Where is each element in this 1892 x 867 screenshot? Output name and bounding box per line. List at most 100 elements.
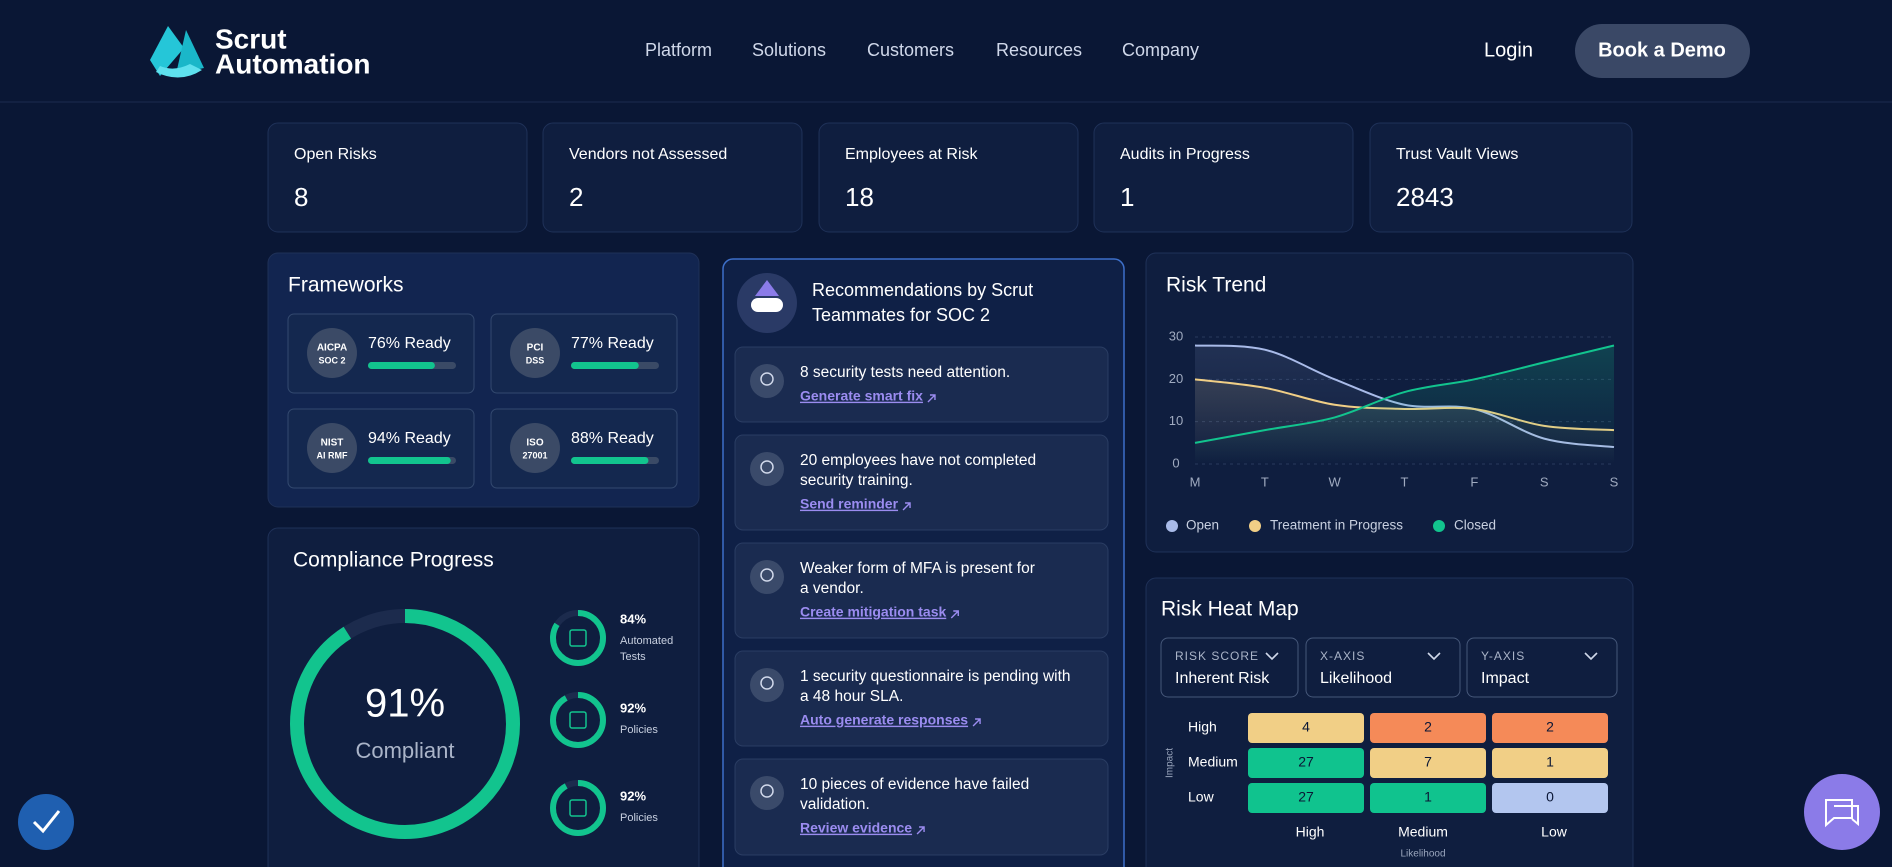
badge-text: AICPA [317, 343, 347, 354]
filter-value: Impact [1481, 670, 1530, 687]
recommendation-link[interactable]: Create mitigation task [800, 604, 946, 620]
badge-text: SOC 2 [318, 355, 345, 365]
framework-badge [510, 423, 560, 473]
nav-link[interactable]: Solutions [752, 40, 826, 60]
row-label: Medium [1188, 754, 1238, 770]
filter-dropdown[interactable] [1160, 637, 1299, 698]
legend-swatch [1166, 520, 1178, 532]
filter-dropdown[interactable] [1305, 637, 1461, 698]
heat-value: 2 [1546, 719, 1554, 735]
external-arrow [916, 826, 925, 835]
stat-value: 2 [569, 182, 583, 212]
y-tick-label: 20 [1169, 371, 1183, 386]
badge-text: ISO [526, 438, 543, 449]
donut-value: 92% [620, 788, 646, 803]
recommendation-icon [750, 560, 784, 594]
framework-label: 76% Ready [368, 335, 451, 352]
login-link[interactable]: Login [1484, 39, 1533, 61]
progress-bar [368, 362, 435, 369]
bulb-icon [760, 676, 774, 690]
heat-value: 0 [1546, 789, 1554, 805]
card [1093, 122, 1354, 233]
filter-dropdown[interactable] [1466, 637, 1618, 698]
recommendation-text: validation. [800, 796, 870, 813]
donut-icon [569, 711, 587, 729]
recommendation-link[interactable]: Generate smart fix [800, 388, 923, 404]
heat-cell [1492, 748, 1608, 778]
recommendation-icon [750, 364, 784, 398]
recommendations-title: Teammates for SOC 2 [812, 305, 990, 325]
stat-label: Audits in Progress [1120, 146, 1250, 163]
recommendation-text: Weaker form of MFA is present for [800, 560, 1035, 577]
card [267, 527, 700, 867]
nav-link[interactable]: Resources [996, 40, 1082, 60]
heat-value: 2 [1424, 719, 1432, 735]
framework-badge [307, 423, 357, 473]
recommendation-item [734, 542, 1109, 639]
stat-value: 1 [1120, 182, 1134, 212]
nav-link[interactable]: Platform [645, 40, 712, 60]
recommendation-text: 10 pieces of evidence have failed [800, 776, 1029, 793]
recommendation-text: a 48 hour SLA. [800, 688, 903, 705]
axis-title: Likelihood [1400, 849, 1445, 860]
legend-swatch [1249, 520, 1261, 532]
recommendation-item [734, 434, 1109, 531]
donut-label: Policies [620, 812, 658, 824]
external-arrow [972, 718, 981, 727]
recommendation-icon [750, 452, 784, 486]
recommendation-link[interactable]: Auto generate responses [800, 712, 968, 728]
heat-cell [1248, 783, 1364, 813]
recommendation-icon [750, 668, 784, 702]
external-arrow [927, 394, 936, 403]
trend-line [1194, 344, 1615, 444]
badge-text: NIST [321, 438, 344, 449]
recommendation-link[interactable]: Send reminder [800, 496, 899, 512]
legend-label: Closed [1454, 518, 1496, 533]
logo-text: Automation [215, 48, 371, 79]
recommendation-text: 20 employees have not completed [800, 452, 1036, 469]
bulb-icon [760, 568, 774, 582]
area [1195, 345, 1614, 464]
card-title: Compliance Progress [293, 549, 494, 572]
card [1369, 122, 1633, 233]
heat-cell [1492, 783, 1608, 813]
external-arrow [950, 610, 959, 619]
accessibility-button[interactable] [18, 794, 74, 850]
column-label: High [1296, 824, 1325, 840]
logo-icon [156, 64, 202, 78]
heat-cell [1370, 748, 1486, 778]
chat-button[interactable] [1804, 774, 1880, 850]
chevron [1584, 652, 1598, 661]
recommendation-link[interactable]: Review evidence [800, 820, 912, 836]
accessibility-icon [32, 810, 61, 834]
legend-swatch [1433, 520, 1445, 532]
filter-value: Inherent Risk [1175, 670, 1270, 687]
donut-label: Automated [620, 635, 673, 647]
heat-cell [1370, 713, 1486, 743]
donut-icon [569, 799, 587, 817]
stat-label: Trust Vault Views [1396, 146, 1518, 163]
donut-value: 92% [620, 700, 646, 715]
recommendation-item [734, 758, 1109, 856]
framework-label: 88% Ready [571, 430, 654, 447]
nav-link[interactable]: Customers [867, 40, 954, 60]
legend-label: Open [1186, 518, 1219, 533]
heat-value: 1 [1546, 754, 1554, 770]
x-tick-label: T [1401, 474, 1409, 489]
row-label: Low [1188, 789, 1215, 805]
logo-text: Scrut [215, 23, 287, 54]
recommendation-item [734, 346, 1109, 423]
card [818, 122, 1079, 233]
x-tick-label: S [1610, 474, 1619, 489]
demo-button[interactable] [1575, 24, 1750, 78]
filter-label: Y-AXIS [1481, 649, 1525, 663]
nav-link[interactable]: Company [1122, 40, 1199, 60]
heat-cell [1248, 748, 1364, 778]
framework-label: 77% Ready [571, 335, 654, 352]
heat-cell [1248, 713, 1364, 743]
compliance-caption: Compliant [355, 738, 454, 763]
stat-label: Employees at Risk [845, 146, 978, 163]
column-label: Medium [1398, 824, 1448, 840]
bulb-icon [760, 460, 774, 474]
x-tick-label: W [1329, 474, 1342, 489]
